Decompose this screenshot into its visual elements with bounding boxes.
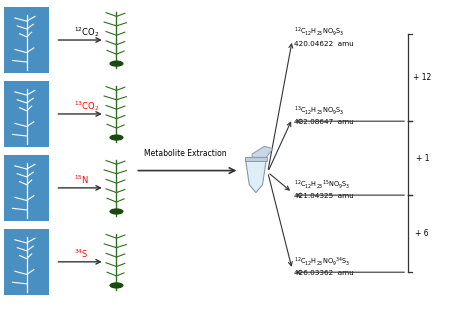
Text: $^{12}$CO$_2$: $^{12}$CO$_2$: [74, 25, 100, 39]
Ellipse shape: [109, 134, 124, 141]
Text: 421.04325  amu: 421.04325 amu: [294, 193, 354, 199]
Text: $^{12}$C$_{12}$H$_{23}$NO$_9$$^{34}$S$_3$: $^{12}$C$_{12}$H$_{23}$NO$_9$$^{34}$S$_3…: [294, 256, 350, 268]
Text: $^{12}$C$_{12}$H$_{23}$$^{15}$NO$_9$S$_3$: $^{12}$C$_{12}$H$_{23}$$^{15}$NO$_9$S$_3…: [294, 179, 350, 191]
Text: 420.04622  amu: 420.04622 amu: [294, 41, 354, 47]
Text: $^{15}$N: $^{15}$N: [74, 174, 89, 186]
Text: $^{12}$C$_{12}$H$_{23}$NO$_9$S$_3$: $^{12}$C$_{12}$H$_{23}$NO$_9$S$_3$: [294, 26, 344, 39]
Text: $^{13}$C$_{12}$H$_{23}$NO$_9$S$_3$: $^{13}$C$_{12}$H$_{23}$NO$_9$S$_3$: [294, 105, 344, 117]
Polygon shape: [252, 146, 273, 157]
Bar: [245, 157, 267, 161]
Ellipse shape: [109, 60, 124, 67]
Bar: [4, 229, 49, 295]
Ellipse shape: [109, 208, 124, 215]
Text: $^{34}$S: $^{34}$S: [74, 248, 89, 260]
Text: 432.08647  amu: 432.08647 amu: [294, 119, 354, 125]
Text: + 6: + 6: [415, 229, 429, 238]
Bar: [4, 81, 49, 147]
Polygon shape: [246, 160, 266, 193]
Bar: [4, 7, 49, 73]
Text: Metabolite Extraction: Metabolite Extraction: [144, 149, 226, 158]
Ellipse shape: [109, 282, 124, 289]
Text: $^{13}$CO$_2$: $^{13}$CO$_2$: [74, 99, 100, 113]
Text: 426.03362  amu: 426.03362 amu: [294, 270, 354, 276]
Bar: [4, 155, 49, 221]
Text: + 1: + 1: [416, 154, 429, 162]
Text: + 12: + 12: [413, 73, 431, 82]
